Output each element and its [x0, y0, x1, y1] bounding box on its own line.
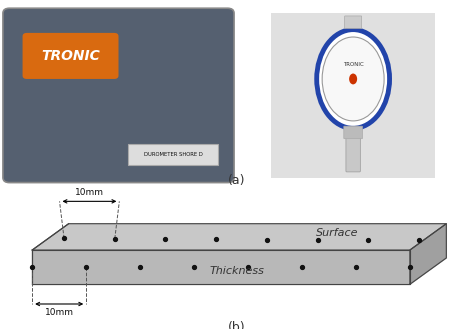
Text: TRONIC: TRONIC: [41, 49, 100, 63]
FancyBboxPatch shape: [128, 144, 218, 165]
Text: 10mm: 10mm: [45, 308, 74, 317]
FancyBboxPatch shape: [271, 13, 436, 178]
FancyBboxPatch shape: [344, 126, 363, 139]
Ellipse shape: [317, 30, 390, 128]
FancyBboxPatch shape: [346, 128, 360, 172]
Polygon shape: [32, 224, 447, 250]
Text: 10mm: 10mm: [75, 189, 104, 197]
Text: Thickness: Thickness: [210, 266, 264, 276]
Text: (a): (a): [228, 174, 246, 188]
Text: Surface: Surface: [316, 228, 358, 238]
Text: DUROMETER SHORE D: DUROMETER SHORE D: [144, 152, 202, 157]
FancyBboxPatch shape: [23, 33, 118, 79]
Text: (b): (b): [228, 321, 246, 329]
Polygon shape: [32, 250, 410, 284]
Ellipse shape: [349, 74, 357, 85]
Polygon shape: [410, 224, 447, 284]
Text: TRONIC: TRONIC: [343, 62, 364, 67]
FancyBboxPatch shape: [345, 16, 362, 29]
Ellipse shape: [322, 37, 384, 121]
FancyBboxPatch shape: [3, 8, 234, 183]
